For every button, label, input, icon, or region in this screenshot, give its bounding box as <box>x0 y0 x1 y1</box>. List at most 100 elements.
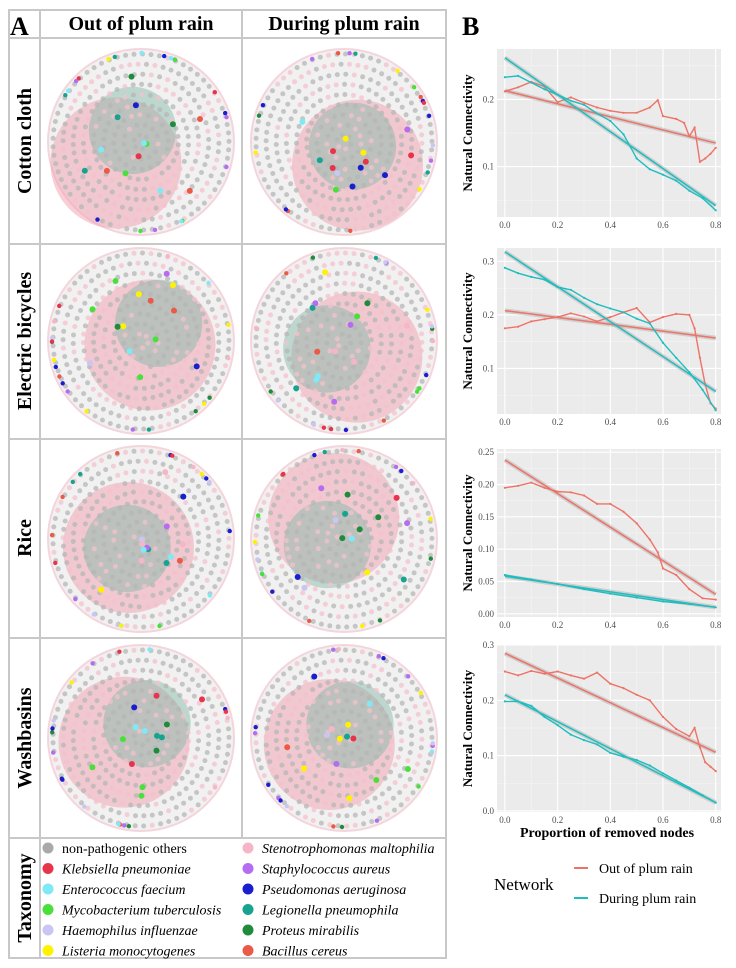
node <box>127 62 133 68</box>
node <box>60 345 66 351</box>
data-point <box>635 693 638 696</box>
row-label-washbasins: Washbasins <box>14 687 36 788</box>
node <box>58 698 64 704</box>
node <box>288 712 294 718</box>
pathogen-node <box>163 270 170 277</box>
node <box>100 83 106 89</box>
node <box>339 604 345 610</box>
data-point <box>543 486 546 489</box>
node <box>335 227 341 233</box>
node <box>147 688 153 694</box>
node <box>267 560 273 566</box>
node <box>196 738 202 744</box>
node <box>136 529 142 535</box>
node <box>326 449 332 455</box>
node <box>164 112 170 118</box>
node <box>337 122 343 128</box>
node <box>379 667 385 673</box>
node <box>304 533 310 539</box>
node <box>81 348 87 354</box>
node <box>317 98 323 104</box>
node <box>285 521 291 527</box>
node <box>115 472 121 478</box>
node <box>60 734 66 740</box>
node <box>348 510 354 516</box>
node <box>90 386 96 392</box>
pathogen-node <box>152 336 159 343</box>
node <box>189 280 195 285</box>
node <box>382 85 388 91</box>
node <box>172 372 178 377</box>
pathogen-node <box>173 57 178 62</box>
node <box>117 578 123 584</box>
node <box>188 662 193 668</box>
node <box>330 261 336 267</box>
node <box>130 489 136 495</box>
node <box>177 365 183 371</box>
node <box>103 467 109 473</box>
pathogen-node <box>376 653 381 659</box>
data-point <box>661 173 665 176</box>
node <box>205 724 211 730</box>
node <box>402 584 408 590</box>
node <box>274 178 280 184</box>
node <box>334 336 340 342</box>
node <box>212 187 218 193</box>
node <box>64 163 70 169</box>
pathogen-node <box>284 271 289 276</box>
node <box>314 510 320 516</box>
node <box>140 448 145 454</box>
pathogen-node <box>383 260 388 265</box>
node <box>194 574 200 580</box>
node <box>117 181 123 187</box>
data-point <box>609 682 612 685</box>
node <box>417 356 423 362</box>
node <box>292 506 298 511</box>
node <box>253 144 259 150</box>
pathogen-node <box>226 356 231 361</box>
node <box>194 591 200 596</box>
pathogen-node <box>342 510 349 517</box>
node <box>387 350 393 355</box>
node <box>82 124 88 130</box>
node <box>97 315 103 321</box>
node <box>145 709 151 715</box>
node <box>351 165 356 171</box>
x-tick-label: 0.0 <box>499 417 511 427</box>
taxonomy-swatch <box>242 924 254 936</box>
node <box>141 624 147 630</box>
node <box>173 407 179 413</box>
node <box>264 328 270 334</box>
node <box>404 93 410 99</box>
node <box>97 392 103 398</box>
node <box>409 679 415 685</box>
node <box>375 81 381 86</box>
node <box>258 706 264 712</box>
node <box>87 491 93 497</box>
data-point <box>530 669 533 673</box>
node <box>320 777 326 783</box>
node <box>353 195 359 201</box>
data-point <box>569 288 572 291</box>
node <box>55 507 61 513</box>
node <box>107 290 113 296</box>
data-point <box>622 111 625 114</box>
node <box>81 745 87 751</box>
node <box>305 724 311 730</box>
pathogen-node <box>130 427 135 432</box>
node <box>358 538 364 544</box>
node <box>352 812 358 818</box>
node <box>378 730 384 735</box>
node <box>390 596 396 602</box>
node <box>412 307 418 312</box>
node <box>397 71 403 77</box>
node <box>333 688 339 694</box>
node <box>124 745 130 751</box>
node <box>122 491 128 497</box>
node <box>195 206 201 212</box>
node <box>185 531 191 536</box>
node <box>352 722 358 728</box>
node <box>312 177 318 183</box>
node <box>327 546 333 552</box>
